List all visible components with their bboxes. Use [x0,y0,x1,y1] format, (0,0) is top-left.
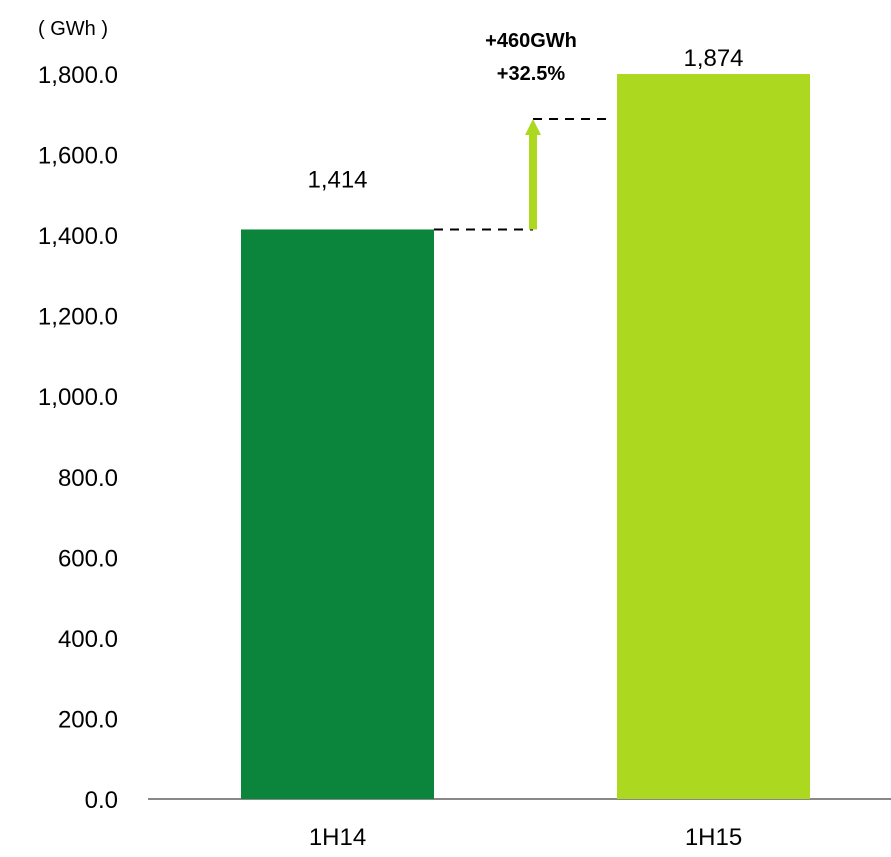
x-category-label: 1H14 [309,824,366,851]
x-category-label: 1H15 [685,824,742,851]
y-tick-label: 600.0 [58,545,118,572]
bars: 1,414 1H14 1,874 1H15 [241,45,810,851]
data-label: 1,874 [683,45,743,72]
bar-1h15 [617,74,810,799]
y-tick-label: 1,400.0 [38,223,118,250]
annotation-text: +32.5% [497,63,566,85]
y-tick-label: 0.0 [85,787,118,814]
y-tick-label: 1,600.0 [38,143,118,170]
y-tick-label: 200.0 [58,706,118,733]
bar-1h14 [241,229,434,799]
annotation-text: +460GWh [485,30,577,52]
arrow-shaft [529,133,537,230]
arrow-head [525,119,541,135]
y-tick-label: 400.0 [58,626,118,653]
change-annotation: +460GWh +32.5% [485,30,577,230]
y-tick-label: 1,000.0 [38,384,118,411]
connector-lines [434,118,610,231]
y-axis-ticks: 0.0 200.0 400.0 600.0 800.0 1,000.0 1,200.0 1,4… [38,62,118,814]
y-tick-label: 1,200.0 [38,304,118,331]
y-tick-label: 1,800.0 [38,62,118,89]
data-label: 1,414 [307,166,367,193]
y-tick-label: 800.0 [58,465,118,492]
unit-label: ( GWh ) [38,18,108,40]
